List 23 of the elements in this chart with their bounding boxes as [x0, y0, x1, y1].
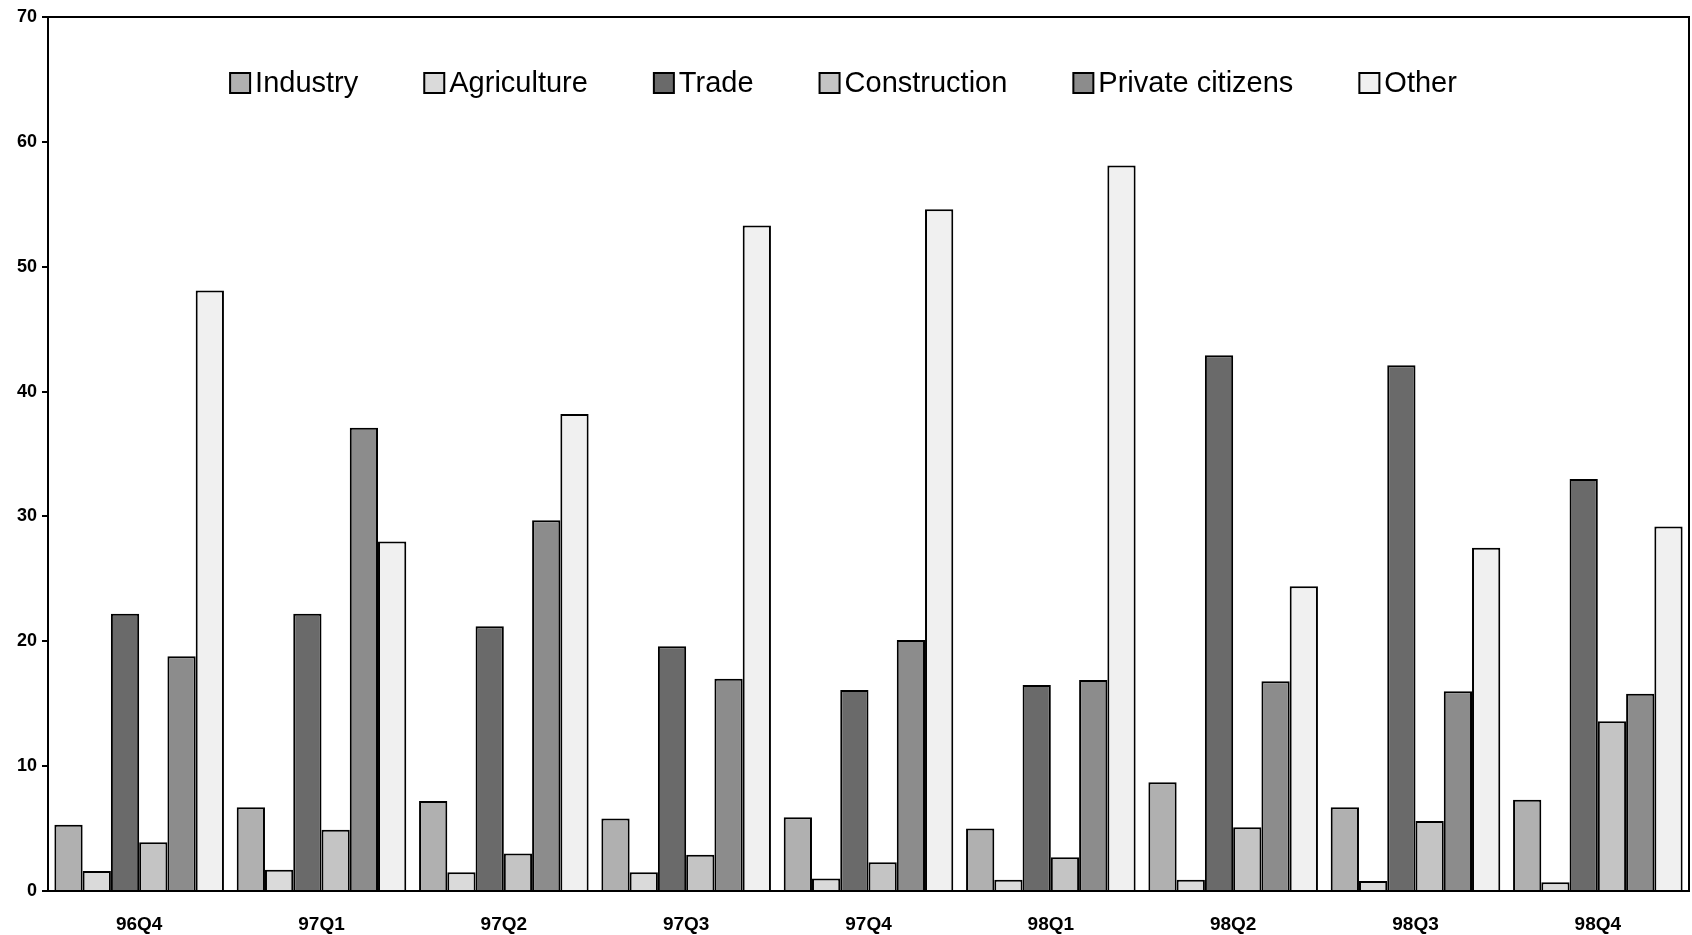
x-tick-label: 98Q4: [1574, 912, 1622, 934]
y-tick-label: 10: [16, 755, 37, 776]
legend-label: Private citizens: [1098, 66, 1294, 98]
y-tick-label: 40: [16, 380, 37, 401]
y-tick-label: 60: [16, 130, 37, 151]
x-tick-label: 96Q4: [115, 912, 163, 934]
legend-label: Other: [1384, 66, 1458, 98]
legend-label: Trade: [678, 66, 754, 98]
y-tick-label: 20: [16, 630, 37, 651]
x-tick-label: 98Q1: [1027, 912, 1075, 934]
legend-label: Agriculture: [449, 66, 588, 98]
x-tick-label: 97Q1: [298, 912, 346, 934]
legend-label: Industry: [255, 66, 359, 98]
x-tick-label: 98Q3: [1392, 912, 1439, 934]
legend-label: Construction: [844, 66, 1008, 98]
y-tick-label: 30: [16, 505, 37, 526]
y-tick-label: 70: [16, 5, 37, 26]
x-tick-label: 97Q4: [845, 912, 893, 934]
x-tick-label: 97Q3: [662, 912, 710, 934]
y-tick-label: 0: [26, 879, 37, 900]
x-tick-label: 98Q2: [1209, 912, 1257, 934]
y-tick-label: 50: [16, 255, 37, 276]
x-tick-label: 97Q2: [480, 912, 528, 934]
